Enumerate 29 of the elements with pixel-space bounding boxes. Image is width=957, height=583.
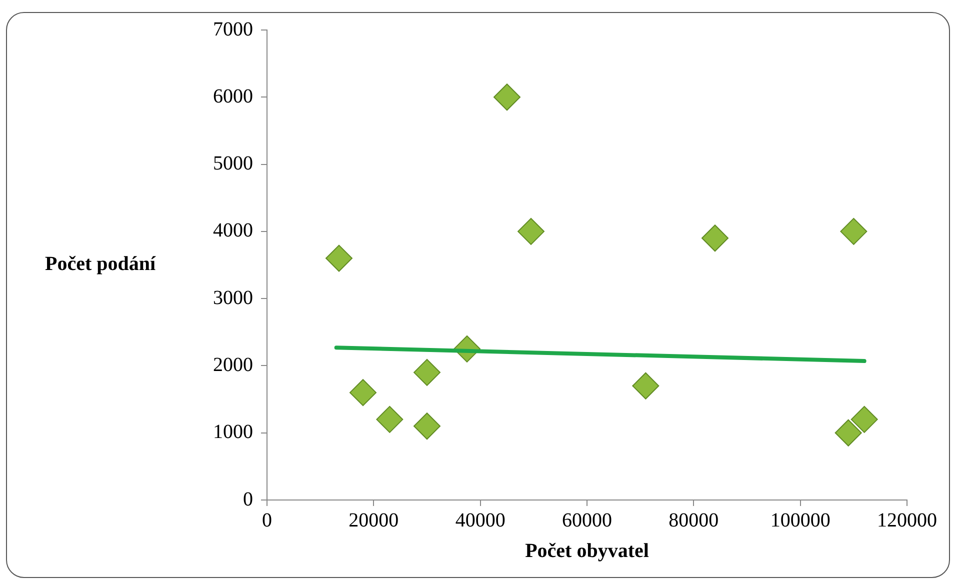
x-tick-label: 40000 [455, 509, 506, 532]
x-tick-label: 100000 [770, 509, 830, 532]
point [518, 218, 544, 245]
x-axis-title: Počet obyvatel [525, 540, 650, 562]
x-tick-label: 120000 [877, 509, 937, 532]
y-tick-label: 7000 [213, 18, 253, 40]
point [850, 406, 878, 433]
point [702, 224, 728, 252]
point [632, 372, 660, 400]
y-tick-label: 6000 [213, 85, 253, 108]
point [350, 379, 376, 406]
point [834, 419, 862, 446]
point [494, 84, 520, 111]
point [376, 406, 404, 433]
point [414, 358, 440, 386]
y-tick-label: 0 [243, 488, 253, 510]
y-tick-label: 1000 [213, 421, 253, 444]
y-axis-title: Počet podání [45, 253, 156, 276]
x-tick-label: 80000 [668, 509, 719, 532]
point [840, 218, 868, 245]
y-tick-label: 4000 [213, 220, 253, 242]
x-tick-label: 0 [262, 509, 272, 532]
x-tick-label: 20000 [348, 509, 399, 532]
x-tick-label: 60000 [562, 509, 612, 532]
y-tick-label: 3000 [213, 286, 253, 309]
point [414, 412, 440, 440]
y-tick-label: 2000 [213, 354, 253, 376]
point [326, 244, 352, 272]
y-tick-label: 5000 [213, 152, 253, 175]
